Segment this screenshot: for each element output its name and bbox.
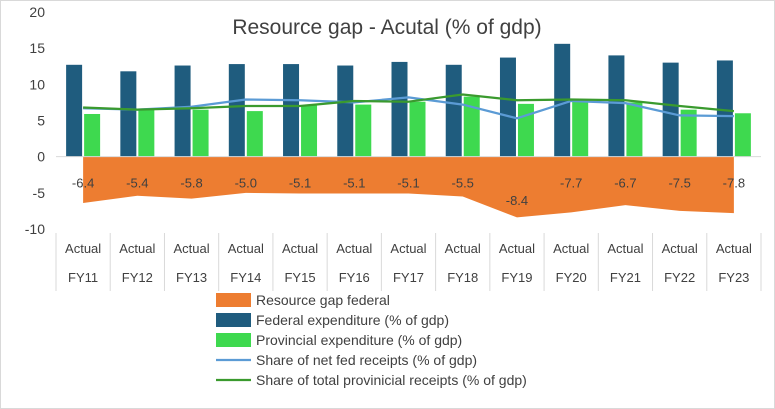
bar-federal-expenditure-of-gdp [716, 60, 733, 157]
category-group-label: Actual [607, 241, 643, 256]
category-label: FY11 [68, 270, 98, 285]
category-label: FY15 [284, 270, 315, 285]
y-tick-label: 15 [29, 40, 45, 56]
y-tick-label: 20 [29, 4, 45, 20]
legend-label: Federal expenditure (% of gdp) [256, 312, 449, 328]
category-label: FY23 [718, 270, 749, 285]
area-data-label: -5.1 [289, 176, 311, 191]
category-group-label: Actual [445, 241, 481, 256]
category-group-label: Actual [336, 241, 372, 256]
area-data-label: -8.4 [506, 193, 528, 208]
area-data-label: -7.7 [560, 176, 582, 191]
bar-provincial-expenditure-of-gdp [246, 111, 263, 157]
category-label: FY19 [501, 270, 532, 285]
resource-gap-area [83, 156, 734, 218]
category-group-label: Actual [390, 241, 426, 256]
bar-federal-expenditure-of-gdp [283, 64, 300, 157]
category-group-label: Actual [65, 241, 101, 256]
area-data-label: -7.8 [723, 176, 745, 191]
bar-federal-expenditure-of-gdp [662, 62, 679, 157]
bar-federal-expenditure-of-gdp [120, 71, 137, 157]
bar-provincial-expenditure-of-gdp [463, 96, 480, 157]
chart-title: Resource gap - Acutal (% of gdp) [232, 16, 541, 39]
category-group-label: Actual [282, 241, 318, 256]
area-data-label: -5.1 [397, 176, 419, 191]
legend-swatch [216, 293, 251, 307]
area-data-label: -5.0 [235, 176, 257, 191]
bar-provincial-expenditure-of-gdp [572, 101, 589, 157]
category-label: FY17 [393, 270, 424, 285]
y-tick-label: 0 [37, 149, 45, 165]
category-label: FY22 [664, 270, 695, 285]
area-data-label: -6.7 [614, 176, 636, 191]
category-label: FY20 [556, 270, 587, 285]
y-tick-label: -10 [25, 221, 45, 237]
bar-federal-expenditure-of-gdp [337, 65, 354, 157]
area-data-label: -5.4 [126, 176, 148, 191]
bar-federal-expenditure-of-gdp [608, 55, 625, 157]
category-group-label: Actual [499, 241, 535, 256]
bar-provincial-expenditure-of-gdp [734, 113, 751, 157]
line-series [83, 93, 734, 120]
category-group-label: Actual [716, 241, 752, 256]
bar-federal-expenditure-of-gdp [391, 61, 408, 157]
y-tick-label: 5 [37, 113, 45, 129]
bar-provincial-expenditure-of-gdp [517, 103, 534, 157]
category-label: FY16 [339, 270, 370, 285]
area-resource-gap-federal [83, 156, 734, 218]
legend-label: Share of net fed receipts (% of gdp) [256, 352, 477, 368]
legend-swatch [216, 313, 251, 327]
category-label: FY18 [447, 270, 478, 285]
category-label: FY13 [176, 270, 207, 285]
line-share-of-net-fed-receipts-of-gdp [83, 96, 734, 120]
data-labels: -6.4 -5.4 -5.8 -5.0 -5.1 -5.1 -5.1 -5.5 -8.4 -7.7… [72, 176, 745, 208]
area-data-label: -5.5 [452, 176, 474, 191]
bar-provincial-expenditure-of-gdp [84, 113, 101, 157]
legend-swatch [216, 333, 251, 347]
category-group-label: Actual [174, 241, 210, 256]
category-group-label: Actual [228, 241, 264, 256]
area-data-label: -5.8 [180, 176, 202, 191]
bar-provincial-expenditure-of-gdp [138, 108, 155, 157]
legend-label: Provincial expenditure (% of gdp) [256, 332, 462, 348]
area-data-label: -7.5 [668, 176, 690, 191]
bar-provincial-expenditure-of-gdp [355, 104, 372, 157]
legend-label: Resource gap federal [256, 292, 390, 308]
category-group-label: Actual [119, 241, 155, 256]
bar-provincial-expenditure-of-gdp [680, 109, 697, 157]
category-label: FY21 [610, 270, 641, 285]
y-tick-label: 10 [29, 76, 45, 92]
bar-provincial-expenditure-of-gdp [626, 102, 643, 157]
category-label: FY12 [122, 270, 153, 285]
bar-provincial-expenditure-of-gdp [409, 101, 426, 157]
category-group-label: Actual [553, 241, 589, 256]
legend: Resource gap federal Federal expenditure … [216, 292, 527, 388]
bar-federal-expenditure-of-gdp [174, 65, 191, 157]
area-data-label: -5.1 [343, 176, 365, 191]
category-group-label: Actual [662, 241, 698, 256]
axis-labels: 20 15 10 5 0 -5 -10 Actual FY11 Actual FY12 Actual F… [25, 4, 761, 285]
bar-federal-expenditure-of-gdp [499, 57, 516, 157]
category-label: FY14 [230, 270, 261, 285]
legend-label: Share of total provinicial receipts (% o… [256, 372, 527, 388]
category-dividers [55, 233, 762, 291]
bar-federal-expenditure-of-gdp [228, 64, 245, 157]
bar-federal-expenditure-of-gdp [445, 64, 462, 157]
y-tick-label: -5 [33, 185, 46, 201]
line-share-of-total-provinicial-receipts-of-gdp [83, 93, 734, 113]
bar-provincial-expenditure-of-gdp [301, 105, 318, 157]
bar-series [66, 43, 751, 157]
bar-provincial-expenditure-of-gdp [192, 109, 209, 157]
area-data-label: -6.4 [72, 176, 94, 191]
bar-federal-expenditure-of-gdp [66, 64, 83, 157]
